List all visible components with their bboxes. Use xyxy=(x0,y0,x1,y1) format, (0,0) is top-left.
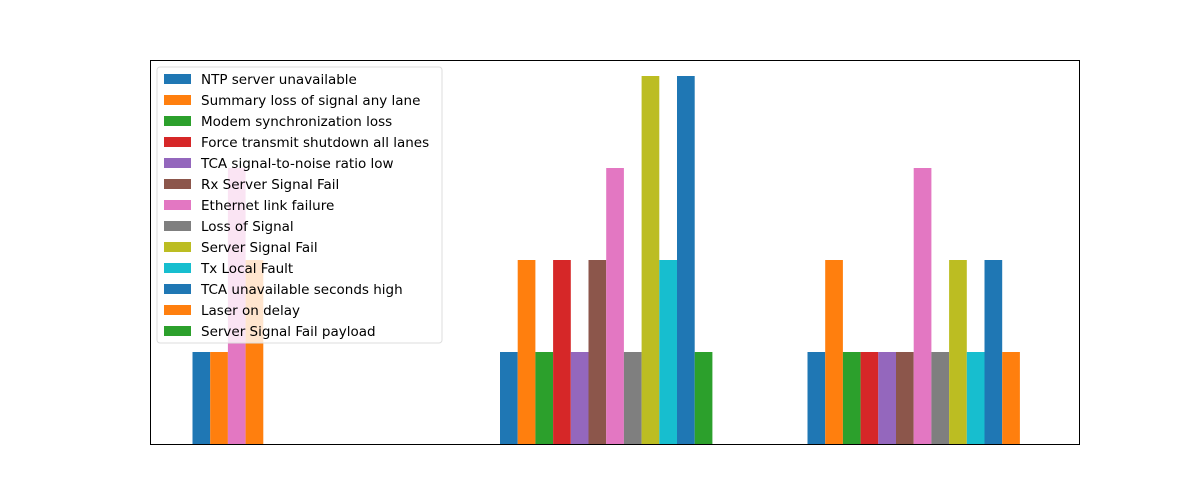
bar-summary-loss-of-signal-any-lane-g2 xyxy=(517,260,536,444)
bar-tca-signal-to-noise-ratio-low-g3 xyxy=(878,352,896,444)
legend-label: Server Signal Fail payload xyxy=(201,324,376,340)
bar-tx-local-fault-g2 xyxy=(659,260,677,444)
bar-loss-of-signal-g3 xyxy=(931,352,950,444)
legend-swatch xyxy=(164,74,191,84)
bars-layer xyxy=(192,76,1020,444)
legend-swatch xyxy=(164,179,191,189)
legend-swatch xyxy=(164,137,191,147)
bar-summary-loss-of-signal-any-lane-g1 xyxy=(210,352,228,444)
bar-server-signal-fail-g3 xyxy=(949,260,967,444)
bar-tca-unavailable-seconds-high-g3 xyxy=(984,260,1003,444)
bar-summary-loss-of-signal-any-lane-g3 xyxy=(825,260,843,444)
legend-label: Tx Local Fault xyxy=(200,261,293,277)
plot-frame xyxy=(150,60,1080,445)
legend: NTP server unavailable Summary loss of si… xyxy=(156,66,443,344)
legend-label: Force transmit shutdown all lanes xyxy=(201,135,429,151)
legend-swatch xyxy=(164,95,191,105)
legend-label: Summary loss of signal any lane xyxy=(201,93,420,109)
bar-modem-synchronization-loss-g2 xyxy=(535,352,554,444)
legend-swatch xyxy=(164,284,191,294)
bar-tx-local-fault-g3 xyxy=(966,352,985,444)
legend-box xyxy=(156,66,443,344)
bar-modem-synchronization-loss-g3 xyxy=(842,352,861,444)
bar-server-signal-fail-g2 xyxy=(641,76,660,444)
legend-swatch xyxy=(164,158,191,168)
bar-tca-signal-to-noise-ratio-low-g2 xyxy=(570,352,589,444)
legend-label: Modem synchronization loss xyxy=(201,114,392,130)
bar-server-signal-fail-payload-g2 xyxy=(694,352,713,444)
legend-swatch xyxy=(164,116,191,126)
bar-ntp-server-unavailable-g3 xyxy=(807,352,826,444)
legend-swatch xyxy=(164,221,191,231)
bar-rx-server-signal-fail-g3 xyxy=(896,352,914,444)
legend-label: Laser on delay xyxy=(201,303,300,319)
bar-laser-on-delay-g3 xyxy=(1002,352,1020,444)
bar-rx-server-signal-fail-g2 xyxy=(588,260,607,444)
bar-ethernet-link-failure-g3 xyxy=(913,168,932,444)
bar-loss-of-signal-g2 xyxy=(623,352,642,444)
bar-tca-unavailable-seconds-high-g2 xyxy=(677,76,695,444)
legend-label: Loss of Signal xyxy=(201,219,294,235)
legend-label: Server Signal Fail xyxy=(201,240,318,256)
legend-swatch xyxy=(164,263,191,273)
legend-swatch xyxy=(164,305,191,315)
bar-force-transmit-shutdown-all-lanes-g3 xyxy=(860,352,879,444)
bar-ethernet-link-failure-g2 xyxy=(606,168,624,444)
legend-swatch xyxy=(164,326,191,336)
legend-label: TCA signal-to-noise ratio low xyxy=(200,156,394,172)
bar-ntp-server-unavailable-g1 xyxy=(192,352,211,444)
legend-label: Rx Server Signal Fail xyxy=(201,177,339,193)
legend-label: TCA unavailable seconds high xyxy=(200,282,403,298)
bar-ntp-server-unavailable-g2 xyxy=(500,352,518,444)
legend-swatch xyxy=(164,200,191,210)
legend-label: NTP server unavailable xyxy=(201,72,357,88)
legend-label: Ethernet link failure xyxy=(201,198,334,214)
legend-swatch xyxy=(164,242,191,252)
bar-force-transmit-shutdown-all-lanes-g2 xyxy=(553,260,571,444)
